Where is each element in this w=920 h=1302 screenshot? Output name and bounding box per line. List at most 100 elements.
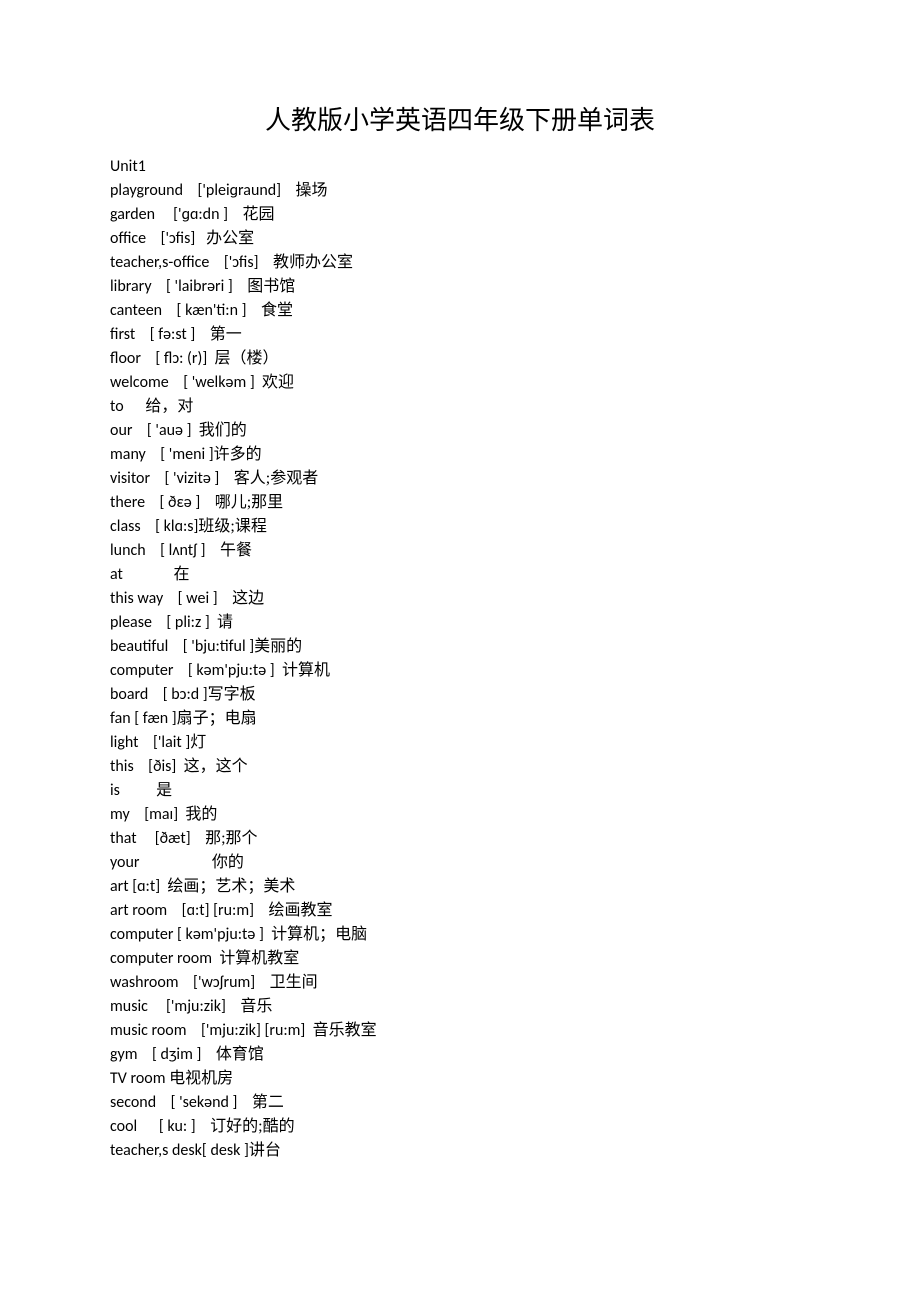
chinese-meaning: 绘画；艺术；美术	[167, 878, 295, 895]
english-word: light	[110, 733, 139, 752]
chinese-meaning: 办公室	[206, 230, 254, 247]
phonetic: ['mju:zik]	[166, 997, 226, 1016]
english-word: class	[110, 517, 141, 536]
chinese-meaning: 给，对	[145, 398, 193, 415]
chinese-meaning: 绘画教室	[268, 902, 332, 919]
english-word: music room	[110, 1021, 186, 1040]
english-word: beautiful	[110, 637, 168, 656]
phonetic: [ 'vizitə ]	[165, 469, 220, 488]
chinese-meaning: 写字板	[208, 686, 256, 703]
vocab-entry: floor [ flɔ: (r)] 层（楼）	[110, 347, 810, 371]
vocab-entry: teacher,s desk[ desk ]讲台	[110, 1139, 810, 1163]
phonetic: [ɑ:t]	[132, 877, 160, 896]
vocab-entry: gym [ dʒim ] 体育馆	[110, 1043, 810, 1067]
vocab-entry: canteen [ kæn'ti:n ] 食堂	[110, 299, 810, 323]
english-word: board	[110, 685, 148, 704]
english-word: please	[110, 613, 152, 632]
vocab-entry: visitor [ 'vizitə ] 客人;参观者	[110, 467, 810, 491]
phonetic: [ lʌntʃ ]	[160, 541, 205, 560]
chinese-meaning: 讲台	[249, 1142, 281, 1159]
chinese-meaning: 午餐	[220, 542, 252, 559]
unit-label: Unit1	[110, 155, 810, 179]
english-word: gym	[110, 1045, 138, 1064]
chinese-meaning: 美丽的	[254, 638, 302, 655]
vocab-entry: please [ pli:z ] 请	[110, 611, 810, 635]
vocab-entry: to 给，对	[110, 395, 810, 419]
vocab-entry: music ['mju:zik] 音乐	[110, 995, 810, 1019]
phonetic: [ kæn'ti:n ]	[177, 301, 247, 320]
phonetic: [ kəm'pju:tə ]	[177, 925, 264, 944]
vocab-entry: beautiful [ 'bju:tiful ]美丽的	[110, 635, 810, 659]
vocab-entry: computer [ kəm'pju:tə ] 计算机	[110, 659, 810, 683]
vocab-entry: your 你的	[110, 851, 810, 875]
phonetic: ['lait ]	[153, 733, 190, 752]
english-word: TV room	[110, 1069, 165, 1088]
phonetic: [ ku: ]	[159, 1117, 196, 1136]
vocab-entry: art room [ɑ:t] [ru:m] 绘画教室	[110, 899, 810, 923]
english-word: art room	[110, 901, 167, 920]
chinese-meaning: 请	[217, 614, 233, 631]
phonetic: ['pleiɡraund]	[197, 181, 281, 200]
document-page: 人教版小学英语四年级下册单词表 Unit1 playground ['pleiɡ…	[0, 0, 920, 1302]
chinese-meaning: 在	[174, 566, 190, 583]
english-word: art	[110, 877, 129, 896]
vocab-entry: garden ['ɡɑ:dn ] 花园	[110, 203, 810, 227]
phonetic: [ pli:z ]	[166, 613, 209, 632]
vocab-entry: music room ['mju:zik] [ru:m] 音乐教室	[110, 1019, 810, 1043]
vocab-entry: playground ['pleiɡraund] 操场	[110, 179, 810, 203]
chinese-meaning: 食堂	[261, 302, 293, 319]
vocab-entry: second [ 'sekənd ] 第二	[110, 1091, 810, 1115]
chinese-meaning: 扇子；电扇	[177, 710, 257, 727]
vocab-entry: class [ klɑ:s]班级;课程	[110, 515, 810, 539]
english-word: to	[110, 397, 124, 416]
vocab-entry: fan [ fæn ]扇子；电扇	[110, 707, 810, 731]
chinese-meaning: 花园	[242, 206, 274, 223]
chinese-meaning: 第一	[210, 326, 242, 343]
vocab-entry: lunch [ lʌntʃ ] 午餐	[110, 539, 810, 563]
vocab-entry: that [ðæt] 那;那个	[110, 827, 810, 851]
chinese-meaning: 这边	[232, 590, 264, 607]
english-word: washroom	[110, 973, 179, 992]
english-word: visitor	[110, 469, 150, 488]
phonetic: [ kəm'pju:tə ]	[188, 661, 275, 680]
phonetic: [ 'laibrəri ]	[166, 277, 233, 296]
chinese-meaning: 班级;课程	[198, 518, 266, 535]
chinese-meaning: 那;那个	[205, 830, 257, 847]
phonetic: [ 'sekənd ]	[171, 1093, 238, 1112]
phonetic: [ desk ]	[202, 1141, 249, 1160]
english-word: floor	[110, 349, 141, 368]
chinese-meaning: 第二	[252, 1094, 284, 1111]
english-word: welcome	[110, 373, 169, 392]
vocabulary-list: playground ['pleiɡraund] 操场garden ['ɡɑ:d…	[110, 179, 810, 1163]
vocab-entry: cool [ ku: ] 订好的;酷的	[110, 1115, 810, 1139]
phonetic: ['ɔfis]	[224, 253, 259, 272]
chinese-meaning: 图书馆	[247, 278, 295, 295]
vocab-entry: computer room 计算机教室	[110, 947, 810, 971]
chinese-meaning: 音乐	[240, 998, 272, 1015]
chinese-meaning: 操场	[296, 182, 328, 199]
english-word: teacher,s desk	[110, 1141, 202, 1160]
english-word: playground	[110, 181, 183, 200]
chinese-meaning: 体育馆	[216, 1046, 264, 1063]
vocab-entry: office ['ɔfis] 办公室	[110, 227, 810, 251]
english-word: your	[110, 853, 139, 872]
chinese-meaning: 教师办公室	[273, 254, 353, 271]
phonetic: [ 'meni ]	[160, 445, 213, 464]
phonetic: [ bɔ:d ]	[163, 685, 208, 704]
english-word: office	[110, 229, 146, 248]
phonetic: ['mju:zik] [ru:m]	[201, 1021, 305, 1040]
vocab-entry: is 是	[110, 779, 810, 803]
vocab-entry: computer [ kəm'pju:tə ] 计算机；电脑	[110, 923, 810, 947]
english-word: cool	[110, 1117, 137, 1136]
chinese-meaning: 欢迎	[262, 374, 294, 391]
phonetic: ['ɔfis]	[161, 229, 196, 248]
english-word: my	[110, 805, 130, 824]
chinese-meaning: 计算机	[282, 662, 330, 679]
chinese-meaning: 是	[156, 782, 172, 799]
english-word: at	[110, 565, 123, 584]
english-word: that	[110, 829, 137, 848]
chinese-meaning: 电视机房	[169, 1070, 233, 1087]
vocab-entry: TV room 电视机房	[110, 1067, 810, 1091]
vocab-entry: light ['lait ]灯	[110, 731, 810, 755]
english-word: garden	[110, 205, 155, 224]
